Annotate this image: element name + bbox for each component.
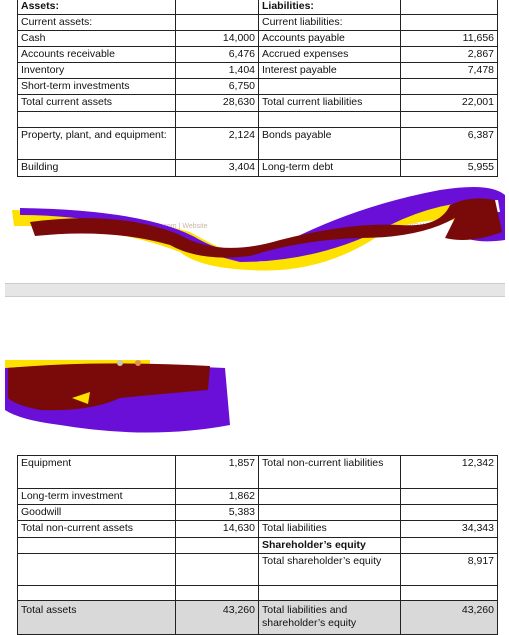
item-amount: 34,343 (400, 520, 498, 538)
item-amount: 3,404 (175, 159, 259, 177)
scribble-yellow (72, 392, 90, 404)
empty-cell (258, 585, 401, 601)
empty-cell (17, 537, 176, 554)
item-label: Total assets (17, 600, 176, 635)
item-amount: 43,260 (175, 600, 259, 635)
item-label: Building (17, 159, 176, 177)
empty-cell (175, 553, 259, 586)
item-label: Total liabilities and shareholder’s equi… (258, 600, 401, 635)
item-label: Property, plant, and equipment: (17, 127, 176, 160)
empty-cell (400, 585, 498, 601)
item-label: Total non-current assets (17, 520, 176, 538)
item-label: Total liabilities (258, 520, 401, 538)
bottom-table: Equipment 1,857 Total non-current liabilit… (17, 455, 498, 635)
item-label: Inventory (17, 62, 176, 79)
table-row: Property, plant, and equipment: 2,124 Bond… (17, 127, 498, 160)
item-label: Total non-current liabilities (258, 455, 401, 489)
item-label: Equipment (17, 455, 176, 489)
item-amount: 5,383 (175, 504, 259, 521)
item-amount: 1,857 (175, 455, 259, 489)
table-row: Total assets 43,260 Total liabilities and … (17, 600, 498, 635)
scribble-dot (135, 360, 141, 366)
item-amount: 11,656 (400, 30, 498, 47)
table-row: Goodwill 5,383 (17, 504, 498, 521)
table-row: Shareholder’s equity (17, 537, 498, 554)
table-row: Accounts receivable 6,476 Accrued expenses… (17, 46, 498, 63)
top-table: Assets: Liabilities: Current assets: Curren… (17, 0, 498, 177)
empty-cell (400, 537, 498, 554)
item-label: Accounts receivable (17, 46, 176, 63)
table-row: Assets: Liabilities: (17, 0, 498, 15)
item-amount: 1,862 (175, 488, 259, 505)
item-label: Shareholder’s equity (258, 537, 401, 554)
table-row (17, 585, 498, 601)
item-amount: 22,001 (400, 94, 498, 112)
item-amount: 6,387 (400, 127, 498, 160)
item-label: Long-term investment (17, 488, 176, 505)
item-label: Liabilities: (258, 0, 401, 15)
empty-cell (400, 504, 498, 521)
item-amount: 7,478 (400, 62, 498, 79)
table-row: Short-term investments 6,750 (17, 78, 498, 95)
empty-cell (175, 585, 259, 601)
empty-cell (258, 488, 401, 505)
item-label: Bonds payable (258, 127, 401, 160)
item-label: Total shareholder’s equity (258, 553, 401, 586)
table-row: Equipment 1,857 Total non-current liabilit… (17, 455, 498, 489)
item-amount: 8,917 (400, 553, 498, 586)
empty-cell (17, 553, 176, 586)
item-label: Current liabilities: (258, 14, 401, 31)
item-label: Long-term debt (258, 159, 401, 177)
empty-cell (258, 504, 401, 521)
scribble-purple (20, 186, 505, 262)
table-row: Total shareholder’s equity 8,917 (17, 553, 498, 586)
item-amount: 12,342 (400, 455, 498, 489)
empty-cell (400, 488, 498, 505)
empty-cell (175, 537, 259, 554)
separator-band (5, 283, 505, 297)
scribble-maroon (30, 198, 502, 258)
table-row: Current assets: Current liabilities: (17, 14, 498, 31)
table-row: Total current assets 28,630 Total current … (17, 94, 498, 112)
scribble-maroon (8, 363, 210, 411)
item-amount: 43,260 (400, 600, 498, 635)
item-amount: 5,955 (400, 159, 498, 177)
table-row: Total non-current assets 14,630 Total liab… (17, 520, 498, 538)
scribble-dot (117, 360, 123, 366)
table-row: Building 3,404 Long-term debt 5,955 (17, 159, 498, 177)
empty-cell (17, 585, 176, 601)
item-label: Goodwill (17, 504, 176, 521)
item-label: Accrued expenses (258, 46, 401, 63)
item-amount: 14,630 (175, 520, 259, 538)
table-row: Long-term investment 1,862 (17, 488, 498, 505)
